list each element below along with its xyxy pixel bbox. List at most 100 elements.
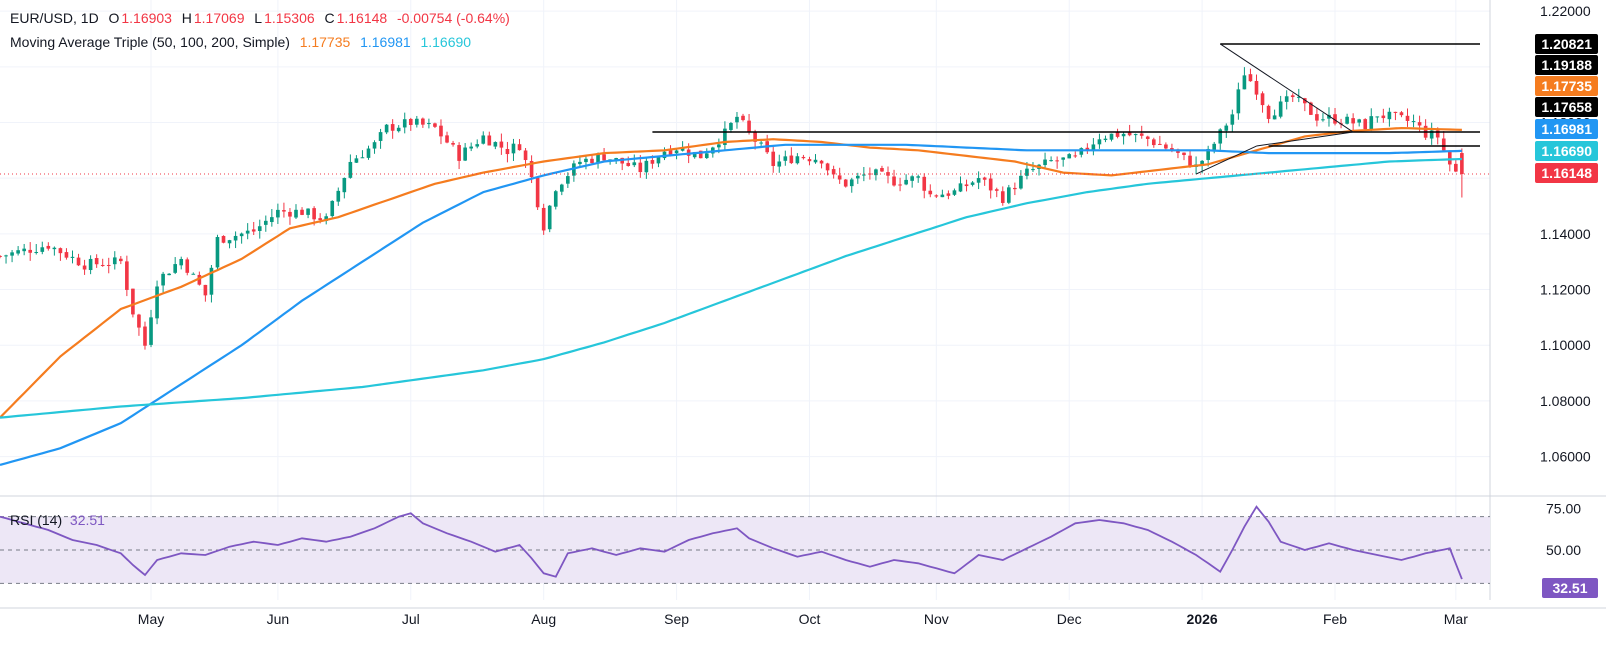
candle-body (1345, 116, 1349, 124)
candle-body (632, 162, 637, 166)
candle-body (1429, 130, 1434, 139)
candle-body (602, 154, 606, 161)
candle-body (239, 233, 244, 237)
candle-body (58, 248, 63, 254)
candle-body (76, 257, 81, 266)
price-label-last: 1.16148 (1535, 163, 1598, 183)
candle-body (590, 158, 594, 164)
price-label-2: 1.19188 (1535, 55, 1598, 75)
candle-body (723, 128, 727, 145)
candle-body (698, 150, 703, 159)
candle-body (4, 255, 8, 257)
symbol-label[interactable]: EUR/USD, 1D (10, 10, 99, 26)
x-tick-label: May (138, 611, 164, 627)
candle-body (771, 151, 776, 166)
candle-body (644, 160, 649, 173)
candle-body (1145, 136, 1150, 139)
candle-body (22, 248, 26, 252)
candle-body (1399, 112, 1404, 116)
candle-body (149, 317, 153, 345)
candle-body (34, 252, 39, 254)
candle-body (1218, 129, 1223, 144)
candle-body (692, 152, 697, 158)
candle-body (855, 175, 860, 179)
candle-body (801, 156, 806, 159)
candle-body (185, 259, 190, 273)
candle-body (215, 237, 220, 268)
candle-body (904, 179, 908, 185)
candle-body (626, 162, 631, 166)
candles-group (0, 67, 1464, 350)
candle-body (1254, 80, 1259, 95)
candle-body (541, 207, 546, 231)
candle-body (952, 190, 957, 195)
candle-body (1049, 160, 1053, 162)
candle-body (547, 205, 552, 230)
candle-body (384, 124, 389, 133)
candle-body (1454, 163, 1458, 172)
trend-line (1195, 145, 1257, 175)
candle-body (100, 264, 105, 266)
candle-body (1369, 116, 1374, 130)
x-tick-label: Jul (402, 611, 420, 627)
candle-body (1019, 175, 1023, 189)
candle-body (282, 210, 286, 212)
candle-body (131, 288, 135, 315)
candle-body (783, 156, 788, 161)
candle-body (1260, 93, 1265, 106)
candle-body (457, 145, 461, 161)
candle-body (94, 258, 99, 265)
candle-body (614, 158, 618, 160)
candle-body (294, 209, 298, 218)
candle-body (1417, 122, 1422, 126)
candle-body (1435, 130, 1440, 138)
candle-body (1248, 74, 1253, 82)
rsi-label[interactable]: RSI (14) (10, 512, 63, 528)
x-tick-label: Feb (1323, 611, 1347, 627)
rsi-legend: RSI (14) 32.51 (10, 512, 105, 528)
candle-body (0, 255, 2, 257)
ma-label[interactable]: Moving Average Triple (50, 100, 200, Sim… (10, 34, 290, 50)
candle-body (469, 146, 473, 149)
x-tick-label: Dec (1057, 611, 1082, 627)
candle-body (288, 211, 292, 217)
candle-body (1411, 121, 1416, 123)
candle-body (10, 252, 14, 256)
candle-body (759, 142, 763, 144)
candle-body (892, 176, 896, 186)
candle-body (342, 177, 347, 193)
candle-body (559, 184, 564, 192)
candle-body (179, 258, 184, 266)
ohlc-legend: EUR/USD, 1D O 1.16903 H 1.17069 L 1.15306 C… (10, 10, 512, 26)
candle-body (161, 273, 165, 286)
y-tick-label: 1.06000 (1540, 449, 1591, 465)
candle-body (789, 155, 794, 164)
candle-body (88, 258, 93, 271)
candle-body (1127, 132, 1132, 136)
candle-body (408, 118, 413, 125)
candle-body (493, 142, 498, 147)
candle-body (517, 144, 522, 151)
y-tick-label: 1.10000 (1540, 337, 1591, 353)
candle-body (1097, 139, 1102, 145)
candle-body (1025, 168, 1029, 176)
candle-body (64, 252, 69, 258)
candle-body (741, 115, 745, 121)
candle-body (318, 218, 322, 221)
y-tick-label: 1.14000 (1540, 226, 1591, 242)
candle-body (1182, 152, 1186, 156)
candle-body (1061, 157, 1065, 160)
price-label-3: 1.17658 (1535, 97, 1598, 117)
candle-body (1121, 133, 1126, 137)
candle-body (191, 273, 196, 275)
open-value: 1.16903 (121, 10, 172, 26)
candle-body (415, 118, 419, 125)
candle-body (874, 169, 878, 176)
candle-body (553, 191, 558, 207)
candle-body (1055, 160, 1059, 162)
candle-body (1200, 160, 1204, 166)
candle-body (354, 158, 359, 163)
candle-body (777, 161, 782, 167)
candle-body (487, 135, 492, 146)
